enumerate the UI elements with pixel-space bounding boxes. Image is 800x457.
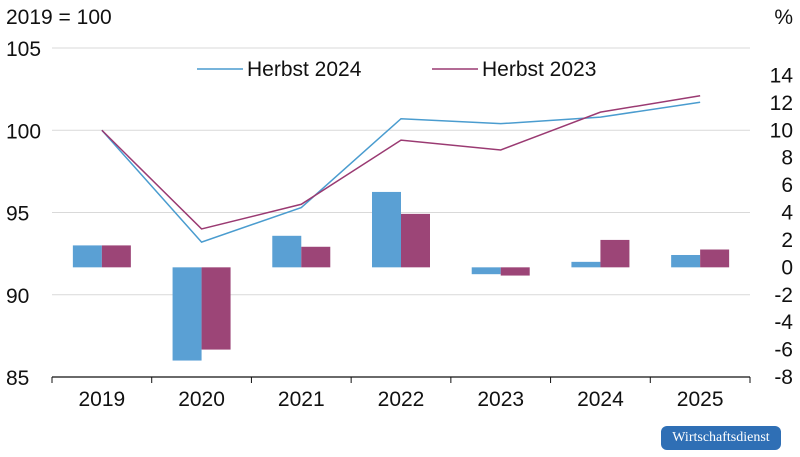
x-tick-label: 2022 — [378, 388, 425, 411]
right-tick-label: 0 — [781, 256, 793, 279]
x-tick-label: 2023 — [477, 388, 524, 411]
publisher-badge: Wirtschaftsdienst — [661, 426, 781, 450]
bar-herbst-2023-2022 — [401, 213, 430, 268]
right-tick-label: -8 — [774, 366, 793, 389]
line-series — [101, 94, 701, 243]
right-tick-label: -2 — [774, 284, 793, 307]
right-axis-label: % — [774, 6, 793, 29]
bar-herbst-2024-2019 — [72, 245, 102, 268]
bar-series — [72, 191, 730, 361]
right-tick-label: 10 — [770, 119, 793, 142]
legend-label: Herbst 2023 — [482, 58, 596, 81]
line-herbst-2024 — [101, 101, 701, 243]
left-tick-label: 95 — [6, 203, 29, 226]
right-tick-label: 6 — [781, 174, 793, 197]
bar-herbst-2024-2022 — [372, 191, 401, 268]
left-tick-label: 85 — [6, 367, 29, 390]
right-tick-label: -6 — [774, 339, 793, 362]
bar-herbst-2024-2020 — [172, 267, 202, 361]
left-axis-label: 2019 = 100 — [6, 6, 112, 29]
right-tick-label: 4 — [781, 202, 793, 225]
bar-herbst-2024-2021 — [272, 235, 302, 268]
x-tick-label: 2024 — [577, 388, 624, 411]
legend-label: Herbst 2024 — [247, 58, 362, 81]
bar-herbst-2023-2020 — [201, 267, 231, 350]
bar-herbst-2024-2023 — [471, 267, 501, 275]
right-tick-label: 8 — [781, 147, 793, 170]
left-tick-label: 90 — [6, 285, 29, 308]
right-tick-label: -4 — [774, 311, 793, 334]
bar-herbst-2024-2025 — [671, 254, 701, 268]
bar-herbst-2023-2019 — [101, 245, 131, 268]
bar-herbst-2023-2024 — [600, 239, 630, 268]
right-tick-label: 14 — [770, 64, 794, 87]
left-tick-label: 100 — [6, 120, 41, 143]
x-tick-label: 2025 — [677, 388, 724, 411]
right-tick-label: 2 — [781, 229, 793, 252]
x-tick-label: 2021 — [278, 388, 325, 411]
bar-herbst-2023-2025 — [700, 249, 730, 268]
bar-herbst-2024-2024 — [571, 261, 601, 268]
legend: Herbst 2024 Herbst 2023 — [197, 58, 596, 81]
line-herbst-2023 — [101, 94, 701, 230]
x-tick-label: 2020 — [178, 388, 225, 411]
axes: 85 90 95 100 105 -8 -6 -4 -2 0 2 4 6 8 10 12 14 2019 2020 2… — [6, 38, 793, 411]
bar-herbst-2023-2021 — [301, 246, 331, 268]
bar-herbst-2023-2023 — [500, 267, 530, 276]
left-tick-label: 105 — [6, 38, 41, 61]
x-tick-label: 2019 — [78, 388, 125, 411]
right-tick-label: 12 — [770, 92, 793, 115]
